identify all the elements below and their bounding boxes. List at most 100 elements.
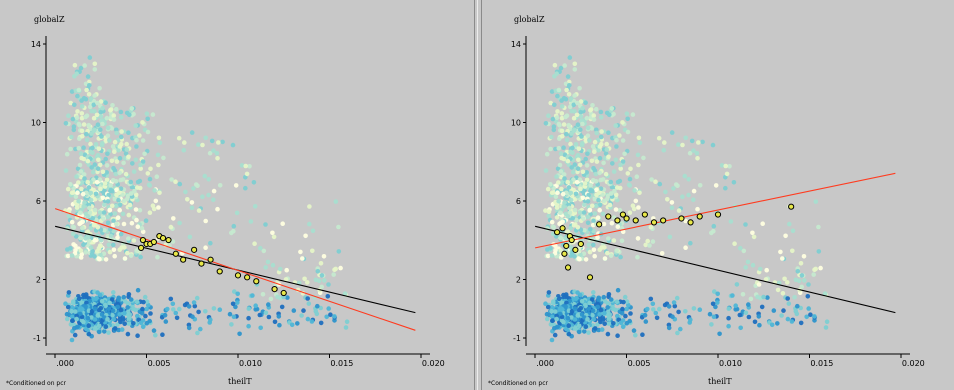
highlighted-point[interactable] xyxy=(271,286,278,293)
highlighted-point[interactable] xyxy=(568,236,575,244)
data-point xyxy=(561,172,567,177)
y-tick-label: -1 xyxy=(513,334,521,343)
highlighted-point[interactable] xyxy=(244,274,251,281)
highlighted-point[interactable] xyxy=(180,256,187,263)
data-point xyxy=(145,116,150,122)
data-point xyxy=(601,221,607,227)
left-plot-panel[interactable]: -1 2 6 10 14 .000 0.005 0.010 0.015 0.020 globalZ t… xyxy=(0,0,474,390)
panel-splitter[interactable] xyxy=(474,0,482,390)
highlighted-point[interactable] xyxy=(650,219,658,226)
highlighted-point[interactable] xyxy=(572,246,579,253)
highlighted-point[interactable] xyxy=(159,234,167,242)
data-point xyxy=(165,306,170,312)
data-point xyxy=(132,188,137,194)
left-scatter-plot[interactable]: -1 2 6 10 14 .000 0.005 0.010 0.015 0.020 globalZ t… xyxy=(0,0,474,390)
x-tick-label: 0.005 xyxy=(148,359,171,368)
data-point xyxy=(63,121,69,126)
highlighted-point[interactable] xyxy=(234,272,242,279)
highlighted-point[interactable] xyxy=(678,215,685,222)
highlighted-point[interactable] xyxy=(596,221,603,228)
data-point xyxy=(103,100,108,105)
data-point xyxy=(625,116,630,122)
data-point xyxy=(93,325,98,330)
data-point xyxy=(211,197,216,202)
right-plot-panel[interactable]: -1 2 6 10 14 .000 0.005 0.010 0.015 0.020 globalZ t… xyxy=(482,0,954,390)
highlighted-point[interactable] xyxy=(614,217,621,224)
data-point xyxy=(568,141,573,147)
data-point xyxy=(134,144,139,149)
data-point xyxy=(572,67,578,72)
highlighted-point[interactable] xyxy=(137,244,145,251)
highlighted-point[interactable] xyxy=(586,274,594,281)
data-point xyxy=(150,112,156,117)
data-point xyxy=(578,114,584,119)
x-tick-label: 0.020 xyxy=(902,359,925,368)
highlighted-point[interactable] xyxy=(198,260,205,267)
data-point xyxy=(695,156,700,161)
right-scatter-plot[interactable]: -1 2 6 10 14 .000 0.005 0.010 0.015 0.020 globalZ t… xyxy=(482,0,954,390)
highlighted-point[interactable] xyxy=(632,217,639,224)
data-point xyxy=(689,138,695,144)
highlighted-point[interactable] xyxy=(561,250,568,257)
data-point xyxy=(121,317,126,322)
data-point xyxy=(586,242,592,248)
data-point xyxy=(126,315,132,320)
data-point xyxy=(577,210,583,215)
data-point xyxy=(799,284,804,290)
data-point xyxy=(608,179,614,185)
data-point xyxy=(572,109,577,114)
data-point xyxy=(189,200,195,205)
highlighted-point[interactable] xyxy=(216,268,223,275)
highlighted-point[interactable] xyxy=(563,242,570,250)
data-point xyxy=(558,248,564,253)
data-point xyxy=(277,266,283,272)
data-point xyxy=(92,196,98,202)
highlighted-point[interactable] xyxy=(564,264,572,271)
data-point xyxy=(72,326,77,331)
data-point xyxy=(116,197,121,203)
data-point xyxy=(564,137,570,143)
highlighted-point[interactable] xyxy=(191,246,198,253)
highlighted-point[interactable] xyxy=(165,236,172,244)
highlighted-point[interactable] xyxy=(605,213,612,220)
data-point xyxy=(580,140,585,146)
data-point xyxy=(614,144,619,149)
highlighted-point[interactable] xyxy=(696,213,703,220)
data-point xyxy=(177,306,182,312)
highlighted-point[interactable] xyxy=(559,225,566,232)
data-point xyxy=(123,171,129,177)
data-point xyxy=(318,320,324,326)
highlighted-point[interactable] xyxy=(172,250,179,257)
data-point xyxy=(554,115,560,120)
data-point xyxy=(170,301,176,307)
highlighted-point[interactable] xyxy=(687,219,694,226)
data-point xyxy=(728,219,734,224)
highlighted-point[interactable] xyxy=(553,229,561,236)
highlighted-point[interactable] xyxy=(660,217,667,224)
data-point xyxy=(119,129,124,134)
data-point xyxy=(686,177,691,182)
data-point xyxy=(738,245,743,251)
highlighted-point[interactable] xyxy=(788,203,795,210)
data-point xyxy=(333,199,339,204)
highlighted-point[interactable] xyxy=(641,211,648,218)
highlighted-point[interactable] xyxy=(619,211,627,218)
data-point xyxy=(696,140,701,145)
highlighted-point[interactable] xyxy=(207,256,214,263)
highlighted-point[interactable] xyxy=(714,211,722,218)
data-point xyxy=(546,113,551,118)
highlighted-point[interactable] xyxy=(150,238,157,246)
highlighted-point[interactable] xyxy=(577,240,584,248)
highlighted-point[interactable] xyxy=(623,215,630,222)
highlighted-point[interactable] xyxy=(280,289,287,297)
highlighted-point[interactable] xyxy=(253,278,260,285)
data-point xyxy=(82,63,87,68)
x-tick-label: 0.015 xyxy=(330,359,353,368)
data-point xyxy=(90,145,95,151)
data-point xyxy=(80,225,85,231)
highlighted-point[interactable] xyxy=(139,236,147,244)
data-point xyxy=(110,313,115,318)
data-point xyxy=(661,147,667,153)
data-point xyxy=(138,254,143,260)
data-point xyxy=(72,332,78,338)
